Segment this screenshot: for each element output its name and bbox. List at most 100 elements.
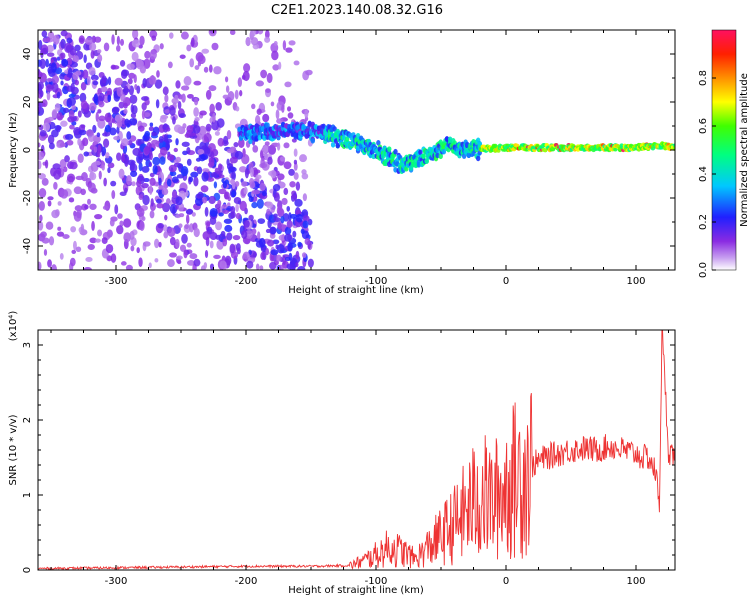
heatmap-cell <box>47 200 52 207</box>
heatmap-cell <box>180 31 189 40</box>
heatmap-cell <box>241 230 248 240</box>
heatmap-cell <box>136 180 142 187</box>
heatmap-cell <box>255 174 262 180</box>
heatmap-cell <box>73 186 83 195</box>
heatmap-cell <box>76 209 82 219</box>
heatmap-cell <box>193 176 199 187</box>
heatmap-cell <box>101 150 105 157</box>
heatmap-cell <box>229 243 236 254</box>
heatmap-cell <box>277 222 282 230</box>
heatmap-cell <box>80 100 88 110</box>
heatmap-cell <box>152 156 161 166</box>
heatmap-cell <box>225 85 230 93</box>
heatmap-cell <box>101 164 105 171</box>
heatmap-cell <box>82 137 89 147</box>
heatmap-cell <box>198 125 207 136</box>
heatmap-cell <box>86 75 91 86</box>
heatmap-cell <box>45 58 49 68</box>
heatmap-cell <box>252 145 259 153</box>
spectrogram-ytick-label: 0 <box>22 147 33 153</box>
heatmap-cell <box>95 111 99 123</box>
heatmap-cell <box>101 237 108 244</box>
heatmap-cell <box>113 136 121 141</box>
heatmap-cell <box>119 38 125 46</box>
heatmap-cell <box>39 58 46 69</box>
heatmap-cell <box>64 155 70 163</box>
heatmap-cell <box>163 231 169 239</box>
heatmap-cell <box>169 236 176 246</box>
heatmap-cell <box>284 226 292 236</box>
heatmap-cell <box>45 36 51 43</box>
heatmap-cell <box>116 86 123 97</box>
heatmap-cell <box>59 253 64 260</box>
heatmap-cell <box>126 131 132 140</box>
heatmap-cell <box>142 241 151 247</box>
heatmap-cell <box>116 119 123 129</box>
heatmap-cell <box>218 188 227 195</box>
spectrogram-xtick-label: -200 <box>235 276 258 287</box>
heatmap-cell <box>256 198 264 209</box>
heatmap-cell <box>202 196 208 204</box>
heatmap-cell <box>136 207 145 217</box>
heatmap-cell <box>543 148 548 153</box>
heatmap-cell <box>175 156 182 163</box>
heatmap-cell <box>262 144 269 154</box>
heatmap-cell <box>292 230 297 238</box>
heatmap-cell <box>219 260 227 270</box>
heatmap-cell <box>124 118 130 126</box>
heatmap-cell <box>191 212 196 217</box>
heatmap-cell <box>217 163 223 171</box>
heatmap-cell <box>162 202 171 213</box>
heatmap-cell <box>209 207 218 217</box>
heatmap-cell <box>69 257 76 267</box>
heatmap-cell <box>166 154 175 161</box>
snr-ytick-label: 3 <box>22 342 33 348</box>
heatmap-cell <box>243 186 248 195</box>
heatmap-cell <box>165 127 171 132</box>
heatmap-cell <box>149 210 155 219</box>
heatmap-cell <box>257 218 266 224</box>
heatmap-cell <box>291 194 297 199</box>
heatmap-cell <box>221 204 228 210</box>
heatmap-cell <box>130 170 138 178</box>
heatmap-cell <box>38 221 44 231</box>
heatmap-cell <box>46 85 55 90</box>
heatmap-cell <box>269 261 277 270</box>
spectrogram-ytick-label: 20 <box>22 96 33 109</box>
heatmap-cell <box>215 221 223 231</box>
heatmap-cell <box>171 190 177 199</box>
heatmap-cell <box>107 90 112 96</box>
heatmap-cell <box>230 205 236 214</box>
heatmap-cell <box>116 225 124 235</box>
heatmap-cell <box>197 191 204 199</box>
heatmap-cell <box>150 198 154 207</box>
heatmap-cell <box>44 159 49 169</box>
heatmap-cell <box>266 208 271 215</box>
heatmap-cell <box>45 221 54 230</box>
heatmap-cell <box>77 153 84 164</box>
heatmap-cell <box>169 170 177 177</box>
heatmap-cell <box>190 37 195 47</box>
heatmap-cell <box>127 78 133 85</box>
heatmap-cell <box>226 148 235 154</box>
heatmap-cell <box>277 264 284 270</box>
heatmap-cell <box>270 101 275 107</box>
snr-panel: -300 -200 -100 0 100 0 1 2 3 Height of straight … <box>8 311 676 596</box>
heatmap-cell <box>302 220 309 229</box>
heatmap-cell <box>222 94 229 99</box>
heatmap-cell <box>234 89 239 100</box>
heatmap-cell <box>273 192 280 202</box>
heatmap-cell <box>202 231 211 241</box>
heatmap-cell <box>289 213 297 219</box>
heatmap-cell <box>189 132 197 137</box>
heatmap-cell <box>421 153 426 160</box>
heatmap-cell <box>228 166 236 172</box>
heatmap-cell <box>176 255 183 260</box>
heatmap-cell <box>209 232 218 241</box>
heatmap-cell <box>332 126 337 132</box>
colorbar-tick-label: 0.2 <box>698 214 709 230</box>
heatmap-cell <box>74 44 81 52</box>
heatmap-cell <box>276 142 281 151</box>
heatmap-cell <box>183 76 192 86</box>
heatmap-cell <box>119 60 126 67</box>
